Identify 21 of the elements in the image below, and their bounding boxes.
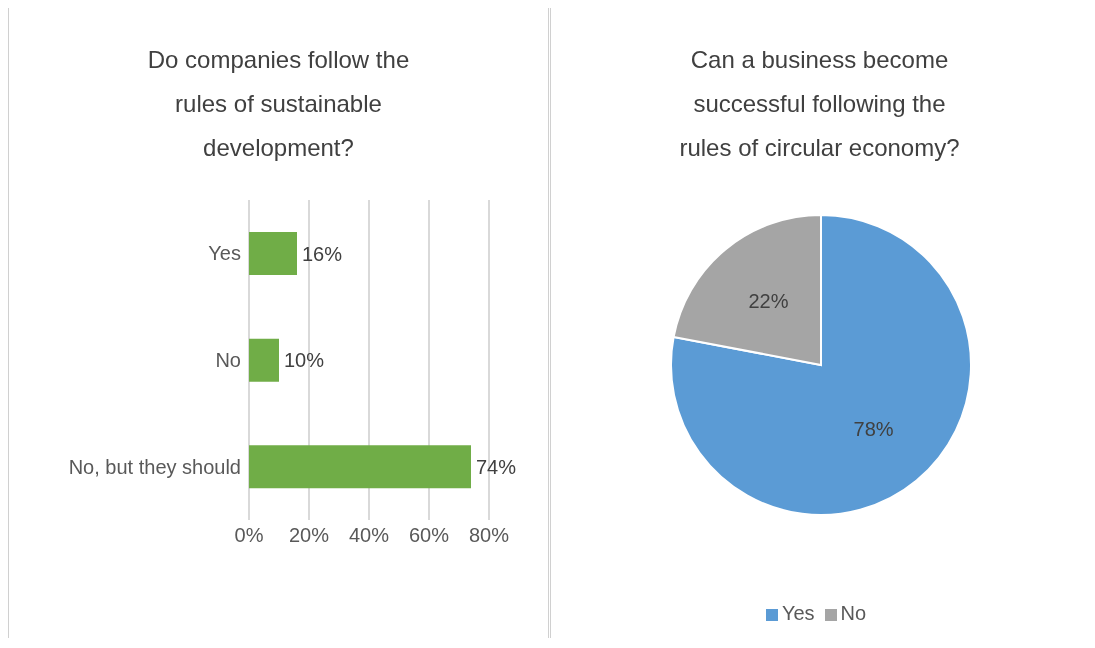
x-tick-label: 60% xyxy=(408,524,450,547)
chart-title: Do companies follow the rules of sustainable development? xyxy=(146,45,411,163)
y-tick-label: Yes xyxy=(208,242,241,265)
chart-title: Can a business become successful following the rules of circular economy? xyxy=(678,45,961,163)
y-tick-label: No xyxy=(215,349,241,372)
data-label: 74% xyxy=(476,455,517,478)
x-tick-label: 20% xyxy=(288,524,330,547)
x-tick-label: 40% xyxy=(348,524,390,547)
y-tick-label: No, but they should xyxy=(68,455,241,478)
bar xyxy=(249,338,279,382)
legend-label: Yes xyxy=(781,602,815,624)
data-label: 16% xyxy=(302,242,343,265)
pie-slice xyxy=(670,214,972,516)
legend-label: No xyxy=(840,602,867,624)
bar xyxy=(249,445,471,489)
data-label: 22% xyxy=(748,290,789,313)
bar xyxy=(249,232,297,275)
x-tick-label: 0% xyxy=(234,524,264,547)
data-label: 10% xyxy=(284,349,325,372)
x-tick-label: 80% xyxy=(468,524,510,547)
data-label: 78% xyxy=(853,417,894,440)
